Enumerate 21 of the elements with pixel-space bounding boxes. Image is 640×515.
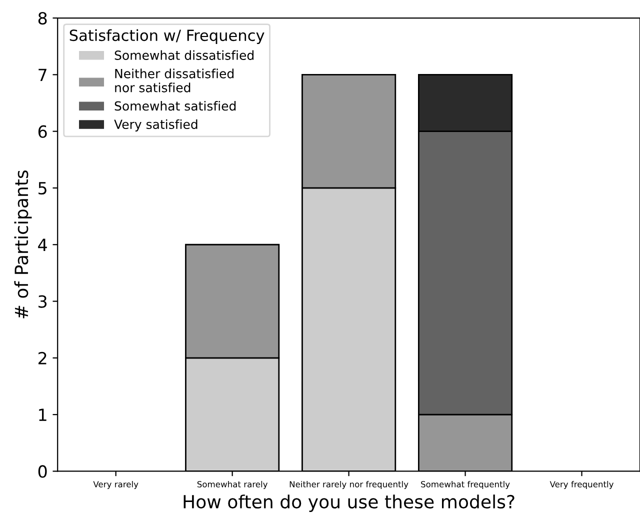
y-tick-label: 1 — [39, 408, 46, 421]
legend-title: Satisfaction w/ Frequency — [70, 29, 264, 44]
y-tick-label: 6 — [38, 125, 47, 138]
y-tick-label: 5 — [38, 182, 46, 195]
x-tick-label: Somewhat rarely — [197, 480, 268, 490]
y-tick-label: 3 — [38, 295, 47, 308]
x-tick-label: Very frequently — [550, 480, 614, 490]
y-tick-label: 0 — [38, 465, 47, 478]
legend-label: Somewhat dissatisfied — [114, 50, 254, 60]
y-axis-title: # of Participants — [14, 170, 32, 318]
x-tick-label: Neither rarely nor frequently — [290, 480, 408, 490]
y-tick-label: 8 — [38, 12, 47, 25]
x-axis-title: How often do you use these models? — [184, 494, 514, 512]
legend-label: Neither dissatisfied nor satisfied — [115, 68, 234, 92]
legend-label: Somewhat satisfied — [114, 101, 236, 111]
y-tick-label: 4 — [38, 238, 47, 251]
x-tick-label: Somewhat frequently — [421, 480, 510, 490]
y-tick-label: 2 — [38, 352, 46, 364]
y-tick-label: 7 — [38, 68, 46, 82]
legend-label: Very satisfied — [114, 119, 198, 132]
x-tick-label: Very rarely — [93, 480, 138, 490]
